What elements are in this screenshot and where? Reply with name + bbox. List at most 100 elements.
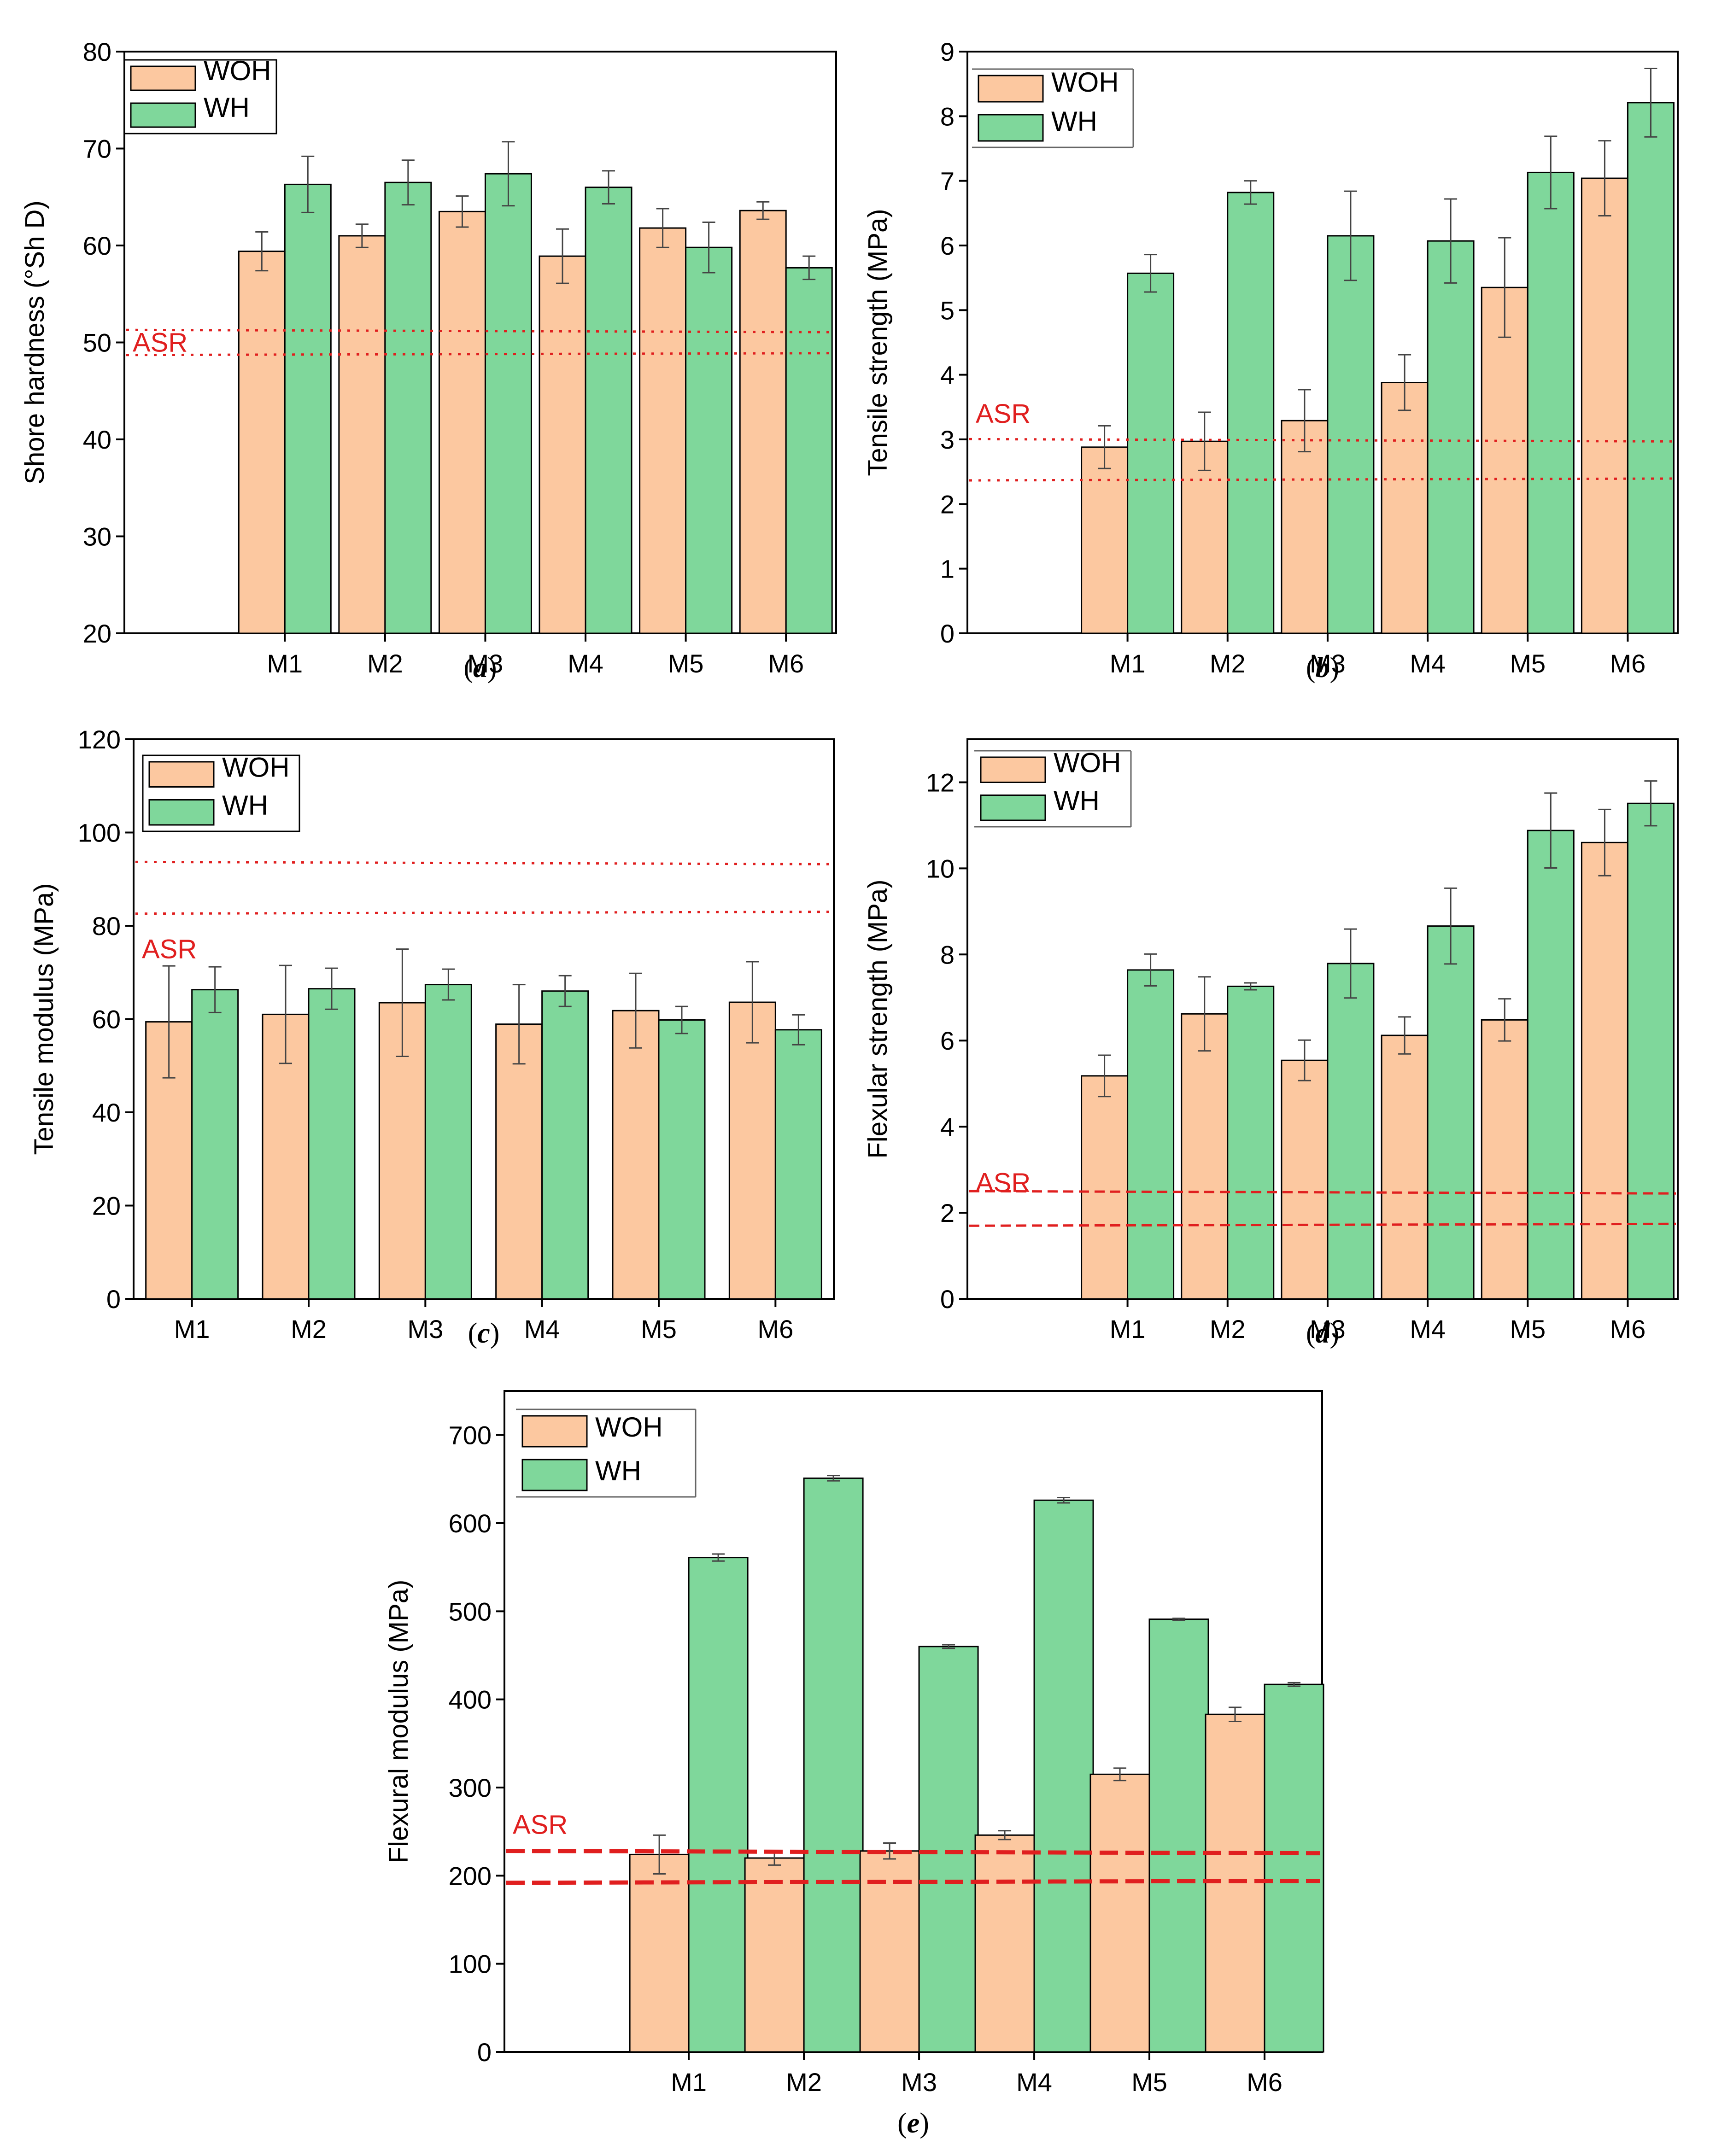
asr-line [126, 352, 835, 356]
bar-wh-m5 [1527, 830, 1575, 1300]
bar-woh-m4 [539, 255, 586, 634]
x-tick-label: M6 [1247, 2068, 1282, 2097]
caption-close: ) [1330, 1318, 1340, 1349]
chart-a: 20 30 40 50 60 70 80 Shore hardness (°Sh D) M1 M2… [20, 37, 837, 684]
legend-label-woh: WOH [1054, 748, 1121, 778]
x-tick-label: M5 [1131, 2068, 1167, 2097]
panel-caption: (b) [1306, 652, 1339, 684]
panel-caption: (c) [468, 1318, 500, 1349]
y-tick-label: 40 [92, 1098, 121, 1127]
y-tick-label: 8 [940, 940, 955, 969]
legend-label-wh: WH [595, 1455, 641, 1486]
y-axis-title: Flexular strength (MPa) [863, 880, 893, 1159]
y-tick-label: 60 [83, 231, 111, 260]
x-tick-label: M1 [174, 1315, 210, 1344]
bar-wh-m5 [658, 1019, 706, 1300]
bar-woh-m6 [728, 1001, 776, 1300]
asr-label: ASR [976, 1168, 1031, 1198]
x-tick-label: M1 [1110, 649, 1146, 678]
bar-woh-m5 [1089, 1773, 1150, 2053]
bar-wh-m1 [1127, 969, 1175, 1300]
bar-wh-m1 [284, 183, 332, 634]
bar-wh-m4 [585, 187, 632, 634]
bar-wh-m4 [541, 990, 589, 1300]
y-tick-label: 9 [940, 37, 955, 66]
caption-close: ) [919, 2108, 929, 2139]
chart-d: 0 2 4 6 8 10 12 Flexular strength (MPa) M1 M2 M3 M4… [863, 738, 1679, 1349]
bar-wh-m3 [918, 1646, 979, 2053]
bar-wh-m4 [1033, 1499, 1094, 2053]
y-tick-label: 100 [449, 1950, 492, 1979]
y-tick-label: 200 [449, 1861, 492, 1890]
bar-woh-m2 [1181, 1013, 1229, 1300]
x-tick-label: M5 [668, 649, 704, 678]
y-tick-label: 20 [83, 619, 111, 648]
bar-wh-m3 [1327, 963, 1375, 1300]
legend-label-woh: WOH [595, 1412, 663, 1443]
bar-wh-m5 [1148, 1618, 1209, 2053]
y-tick-label: 300 [449, 1773, 492, 1802]
panel-caption: (d) [1306, 1318, 1339, 1349]
bar-woh-m1 [238, 251, 286, 634]
x-tick-label: M2 [786, 2068, 822, 2097]
bar-woh-m5 [1481, 286, 1528, 634]
x-tick-label: M2 [1210, 1315, 1246, 1344]
caption-close: ) [487, 652, 497, 684]
chart-b: 0 1 2 3 4 5 6 7 8 9 Tensile strength (MPa) M1 M2 M3 M4… [863, 37, 1679, 684]
bar-woh-m3 [1281, 420, 1329, 634]
bar-wh-m6 [1264, 1683, 1324, 2053]
y-tick-label: 600 [449, 1509, 492, 1538]
y-axis-title: Tensile strength (MPa) [863, 209, 893, 476]
y-tick-label: 10 [926, 854, 955, 883]
bar-wh-m2 [308, 988, 356, 1300]
y-tick-label: 500 [449, 1597, 492, 1626]
legend-swatch-wh [521, 1459, 588, 1491]
y-tick-label: 700 [449, 1421, 492, 1450]
y-tick-label: 12 [926, 768, 955, 797]
asr-line [135, 860, 832, 865]
legend-label-wh: WH [1054, 785, 1100, 816]
legend-swatch-woh [980, 756, 1046, 783]
asr-line [969, 1222, 1676, 1227]
x-tick-label: M4 [568, 649, 603, 678]
y-tick-label: 7 [940, 167, 955, 196]
caption-open: ( [1306, 652, 1316, 684]
bar-woh-m5 [639, 227, 687, 634]
legend-label-wh: WH [204, 92, 250, 123]
y-tick-label: 50 [83, 328, 111, 357]
bar-wh-m6 [785, 267, 833, 634]
legend-label-woh: WOH [1051, 67, 1119, 98]
bar-woh-m4 [1381, 1034, 1429, 1300]
asr-line [969, 1190, 1676, 1195]
x-tick-label: M1 [1110, 1315, 1146, 1344]
legend-label-woh: WOH [204, 55, 271, 86]
y-tick-label: 2 [940, 490, 955, 519]
bar-woh-m1 [1081, 1075, 1129, 1300]
caption-open: ( [463, 652, 473, 684]
legend-swatch-wh [978, 114, 1044, 142]
bar-woh-m3 [859, 1850, 920, 2053]
y-tick-label: 2 [940, 1198, 955, 1227]
y-tick-label: 400 [449, 1685, 492, 1714]
x-tick-label: M6 [1610, 1315, 1646, 1344]
y-tick-label: 6 [940, 231, 955, 260]
y-tick-label: 3 [940, 425, 955, 454]
legend-swatch-wh [130, 102, 196, 128]
legend-label-wh: WH [1051, 106, 1097, 137]
x-tick-label: M4 [1016, 2068, 1052, 2097]
bar-woh-m2 [744, 1857, 805, 2053]
bar-wh-m1 [191, 989, 239, 1300]
caption-close: ) [1330, 652, 1340, 684]
y-tick-label: 4 [940, 1112, 955, 1141]
bar-woh-m2 [338, 235, 386, 634]
bar-wh-m4 [1427, 240, 1475, 634]
chart-e: 0 100 200 300 400 500 600 700 Flexural modulus (… [384, 1390, 1324, 2139]
bar-wh-m1 [1127, 272, 1175, 634]
legend-swatch-woh [521, 1415, 588, 1448]
legend-label-woh: WOH [222, 752, 290, 783]
bar-wh-m5 [1527, 171, 1575, 634]
x-tick-label: M1 [267, 649, 303, 678]
panel-caption: (e) [897, 2108, 929, 2139]
x-tick-label: M4 [1410, 649, 1446, 678]
